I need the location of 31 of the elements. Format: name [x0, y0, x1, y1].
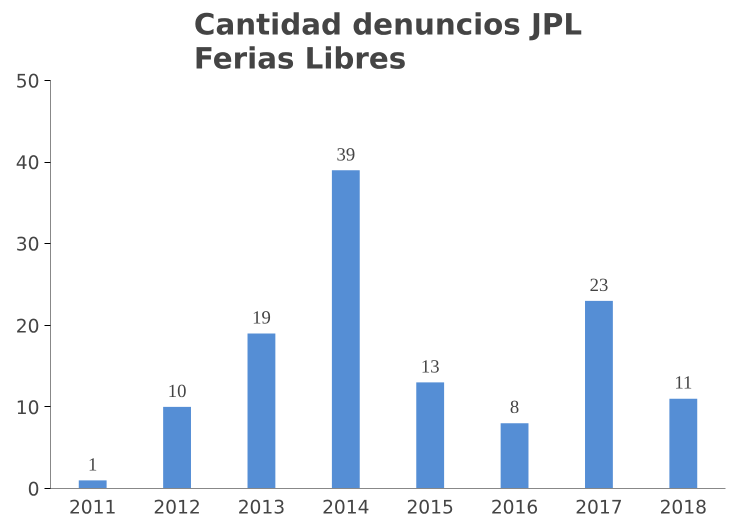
x-tick-label: 2017	[575, 498, 623, 518]
bar	[669, 398, 698, 488]
data-label: 8	[510, 397, 520, 418]
x-tick-label: 2018	[660, 498, 708, 518]
data-label: 1	[88, 454, 98, 476]
y-tick-label: 0	[28, 480, 40, 500]
data-label: 19	[252, 307, 271, 328]
y-tick-label: 20	[16, 316, 40, 338]
bar	[248, 333, 276, 488]
x-tick-label: 2012	[153, 498, 201, 518]
bar	[78, 480, 107, 488]
bar	[163, 406, 191, 488]
x-tick-label: 2015	[406, 498, 454, 518]
x-tick-label: 2011	[68, 498, 116, 518]
data-label: 39	[336, 144, 356, 166]
y-tick-label: 10	[16, 398, 40, 419]
y-tick-label: 40	[16, 153, 40, 174]
bar	[416, 382, 444, 488]
x-tick-label: 2014	[322, 498, 370, 518]
y-tick-label: 30	[16, 234, 40, 256]
data-label: 11	[674, 372, 692, 394]
y-tick-label: 50	[16, 72, 40, 92]
bar	[585, 300, 613, 488]
data-label: 10	[168, 380, 186, 402]
bar	[500, 423, 528, 488]
x-tick-label: 2016	[490, 498, 538, 518]
x-tick-label: 2013	[238, 498, 286, 518]
data-label: 13	[420, 356, 440, 378]
data-label: 23	[590, 274, 608, 296]
bar	[332, 170, 360, 488]
chart-title: Cantidad denuncios JPL Ferias Libres	[194, 8, 582, 76]
